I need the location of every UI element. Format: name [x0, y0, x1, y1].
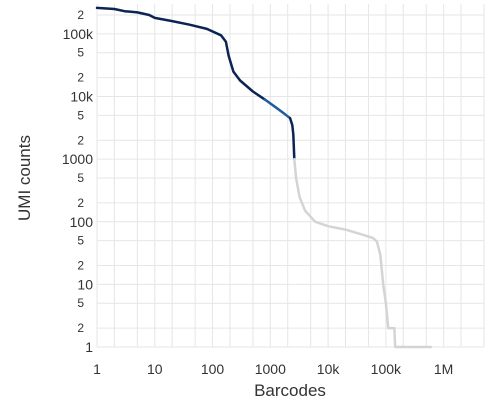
y-minor-tick-label: 2 [77, 133, 84, 147]
curve-segment-4 [293, 157, 433, 349]
y-minor-tick-label: 2 [77, 196, 84, 210]
x-tick-label: 1000 [255, 361, 286, 377]
x-tick-label: 1M [434, 361, 453, 377]
y-axis-label: UMI counts [15, 135, 34, 221]
y-minor-tick-label: 5 [77, 108, 84, 122]
y-minor-tick-label: 5 [77, 234, 84, 248]
y-tick-label: 10k [70, 89, 94, 105]
x-tick-label: 1 [93, 361, 101, 377]
y-minor-tick-label: 2 [77, 71, 84, 85]
y-minor-tick-label: 2 [77, 259, 84, 273]
tick-labels: 1 10 100 1000 10k 100k 1M 1 10 100 1000 10k 100k 2 5 2 5… [62, 8, 454, 377]
y-minor-tick-label: 5 [77, 171, 84, 185]
y-minor-tick-label: 5 [77, 46, 84, 60]
y-tick-label: 100k [63, 26, 94, 42]
y-minor-tick-label: 2 [77, 8, 84, 22]
x-axis-label: Barcodes [254, 381, 326, 400]
y-minor-tick-label: 5 [77, 296, 84, 310]
x-tick-label: 100 [201, 361, 225, 377]
y-tick-label: 100 [70, 214, 94, 230]
y-tick-label: 1000 [62, 151, 93, 167]
curve-segment-3 [288, 116, 296, 161]
x-tick-label: 10 [147, 361, 163, 377]
y-minor-tick-label: 2 [77, 321, 84, 335]
barcode-rank-curve [95, 6, 433, 349]
grid-lines [96, 4, 485, 348]
curve-segment-1 [95, 6, 266, 101]
y-tick-label: 1 [85, 339, 93, 355]
y-tick-label: 10 [77, 276, 93, 292]
x-tick-label: 100k [371, 361, 402, 377]
x-tick-label: 10k [317, 361, 341, 377]
curve-segment-2 [263, 98, 292, 120]
